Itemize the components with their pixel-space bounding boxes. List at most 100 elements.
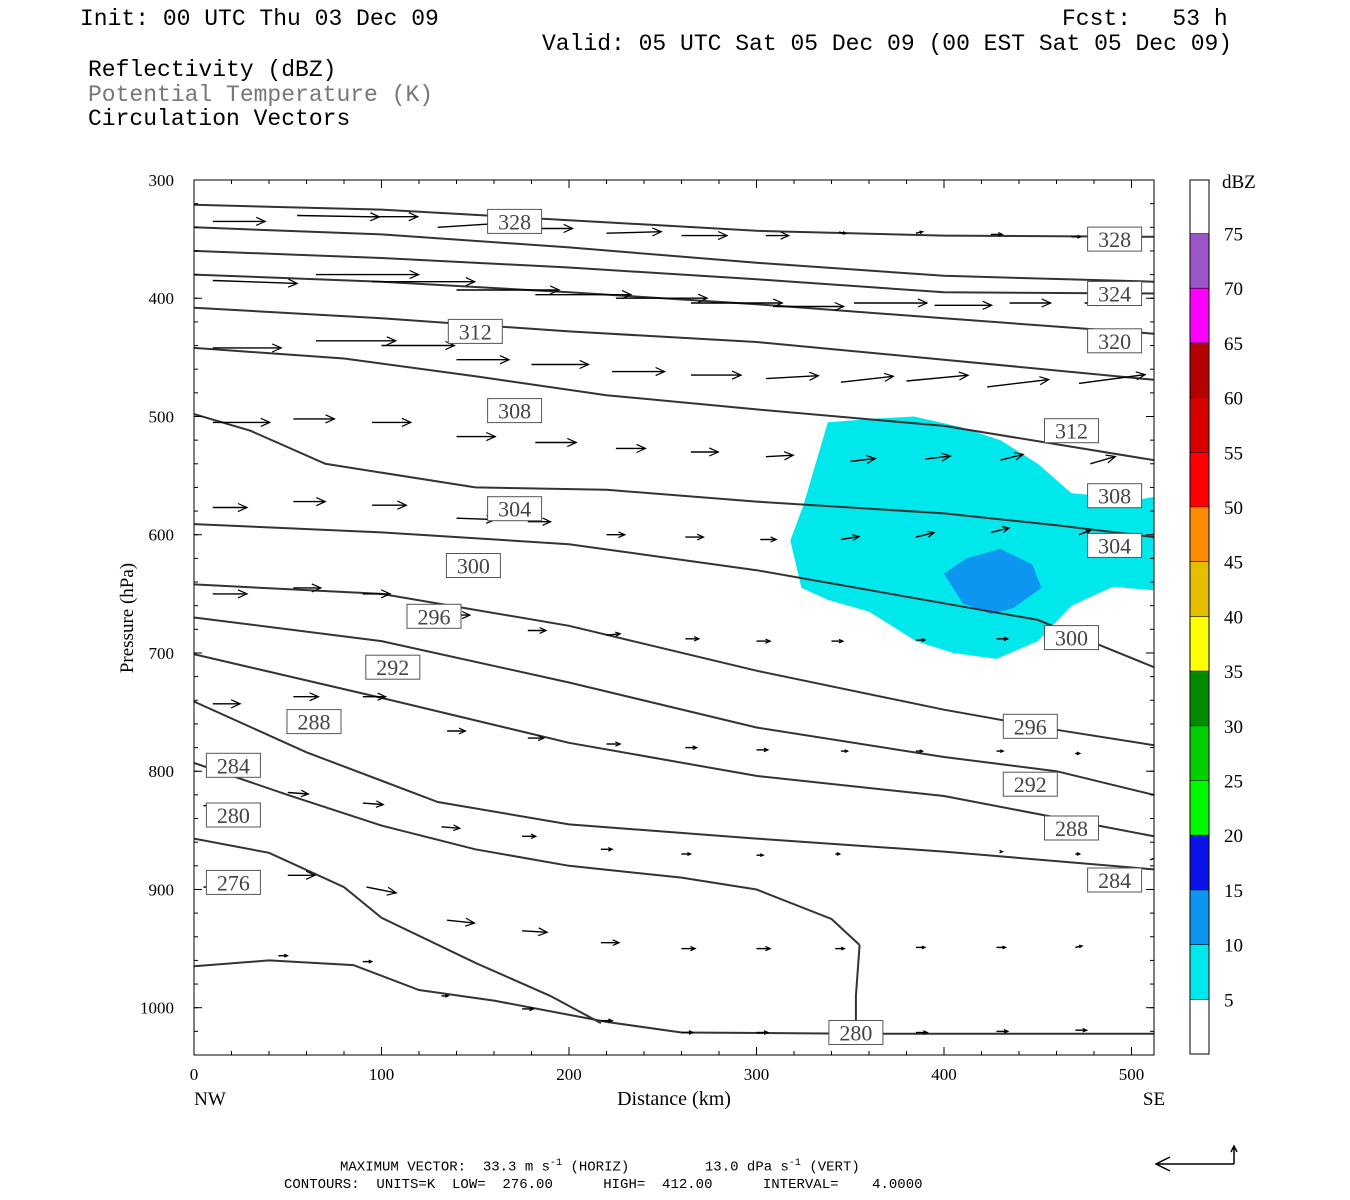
vector-head — [579, 359, 591, 370]
circulation-vector — [840, 749, 850, 754]
vector-head — [1001, 526, 1011, 533]
circulation-vector — [756, 638, 772, 644]
theta-contour-288 — [194, 700, 1154, 871]
x-tick-label: 100 — [369, 1065, 395, 1084]
circulation-vector — [362, 800, 385, 808]
vector-shaft — [606, 231, 662, 234]
contour-label-box — [1087, 281, 1143, 306]
vector-head — [375, 800, 385, 808]
vector-head — [397, 500, 408, 510]
contour-label-box — [1087, 226, 1143, 252]
vector-shaft — [840, 375, 894, 383]
theta-contour-276 — [194, 959, 1154, 1035]
contour-label-text: 300 — [1055, 626, 1088, 651]
vector-head — [230, 699, 242, 709]
circulation-vector — [838, 231, 848, 235]
vector-head — [1003, 636, 1010, 642]
vector-shaft — [1000, 453, 1024, 461]
contour-label-text: 288 — [298, 710, 331, 735]
vector-shaft — [441, 826, 460, 829]
x-label-nw: NW — [194, 1089, 226, 1110]
vector-head — [919, 230, 925, 235]
colorbar-segment — [1190, 507, 1209, 562]
vector-head — [284, 953, 289, 958]
contour-label-box — [205, 752, 261, 778]
contour-label-box — [487, 208, 543, 234]
vector-head — [452, 824, 462, 832]
vector-head — [842, 231, 848, 235]
circulation-vector — [366, 886, 398, 896]
vector-head — [999, 849, 1004, 854]
vector-head — [808, 371, 820, 381]
circulation-vector — [831, 638, 845, 644]
contour-label-text: 276 — [217, 870, 250, 895]
vector-head — [1003, 1029, 1010, 1034]
circulation-vector — [756, 1030, 770, 1035]
y-tick-label: 500 — [149, 407, 175, 426]
theta-contour-322 — [194, 273, 1154, 335]
circulation-vector — [685, 745, 699, 750]
contour-label-box — [447, 318, 503, 344]
circulation-vector — [212, 502, 249, 513]
circulation-vector — [685, 533, 705, 541]
vector-shaft — [606, 633, 621, 636]
circulation-vector — [372, 212, 420, 222]
vector-head — [380, 589, 392, 599]
circulation-vector — [690, 298, 784, 308]
circulation-vector — [212, 216, 267, 226]
vector-head — [1014, 452, 1025, 461]
circulation-vector — [456, 431, 497, 442]
vector-head — [690, 945, 697, 952]
circulation-vector — [1078, 529, 1092, 536]
circulation-vector — [756, 747, 770, 753]
x-tick-label: 200 — [556, 1065, 582, 1084]
vector-head — [780, 231, 791, 240]
vector-head — [305, 870, 317, 880]
contour-label: 284 — [205, 752, 261, 778]
circulation-vector — [690, 370, 743, 380]
x-label-se: SE — [1143, 1089, 1165, 1110]
circulation-vector — [535, 290, 633, 300]
contour-label-text: 308 — [498, 399, 531, 424]
vector-head — [311, 583, 323, 593]
vector-head — [618, 531, 627, 539]
vector-head — [612, 939, 621, 947]
vector-head — [486, 431, 497, 442]
vector-head — [499, 355, 511, 365]
circulation-vector — [915, 749, 925, 754]
vector-shaft — [1090, 455, 1116, 465]
circulation-vector — [612, 366, 667, 377]
contour-label-text: 312 — [1055, 419, 1088, 444]
colorbar-label: 45 — [1224, 553, 1243, 574]
vector-head — [852, 534, 861, 541]
circulation-vector — [606, 227, 663, 237]
colorbar-segment — [1190, 780, 1209, 836]
circulation-vector — [600, 939, 621, 947]
vector-head — [1041, 298, 1053, 308]
vector-head — [998, 232, 1004, 237]
contour-label: 284 — [1087, 867, 1143, 893]
contour-label: 300 — [445, 553, 501, 579]
circulation-vector — [522, 1006, 535, 1012]
circulation-vector — [934, 300, 994, 310]
circulation-vector — [606, 631, 622, 637]
circulation-vector — [372, 277, 477, 287]
vector-head — [529, 1006, 535, 1012]
reflectivity-area-5 — [790, 416, 1154, 659]
circulation-vector — [293, 414, 336, 424]
vector-head — [923, 1030, 929, 1035]
colorbar-label: 65 — [1224, 334, 1243, 355]
circulation-vector — [212, 343, 283, 353]
vector-head — [696, 533, 705, 541]
circulation-vector — [527, 735, 546, 742]
circulation-vector — [362, 959, 374, 964]
circulation-vector — [906, 371, 970, 382]
circulation-vector — [1075, 852, 1082, 856]
vector-head — [693, 636, 701, 642]
circulation-vector — [990, 526, 1011, 534]
contour-label-box — [1044, 815, 1099, 841]
colorbar-segment — [1190, 725, 1209, 781]
contour-label: 328 — [1087, 226, 1143, 252]
colorbar-segment — [1190, 616, 1209, 672]
circulation-vector — [765, 371, 820, 381]
